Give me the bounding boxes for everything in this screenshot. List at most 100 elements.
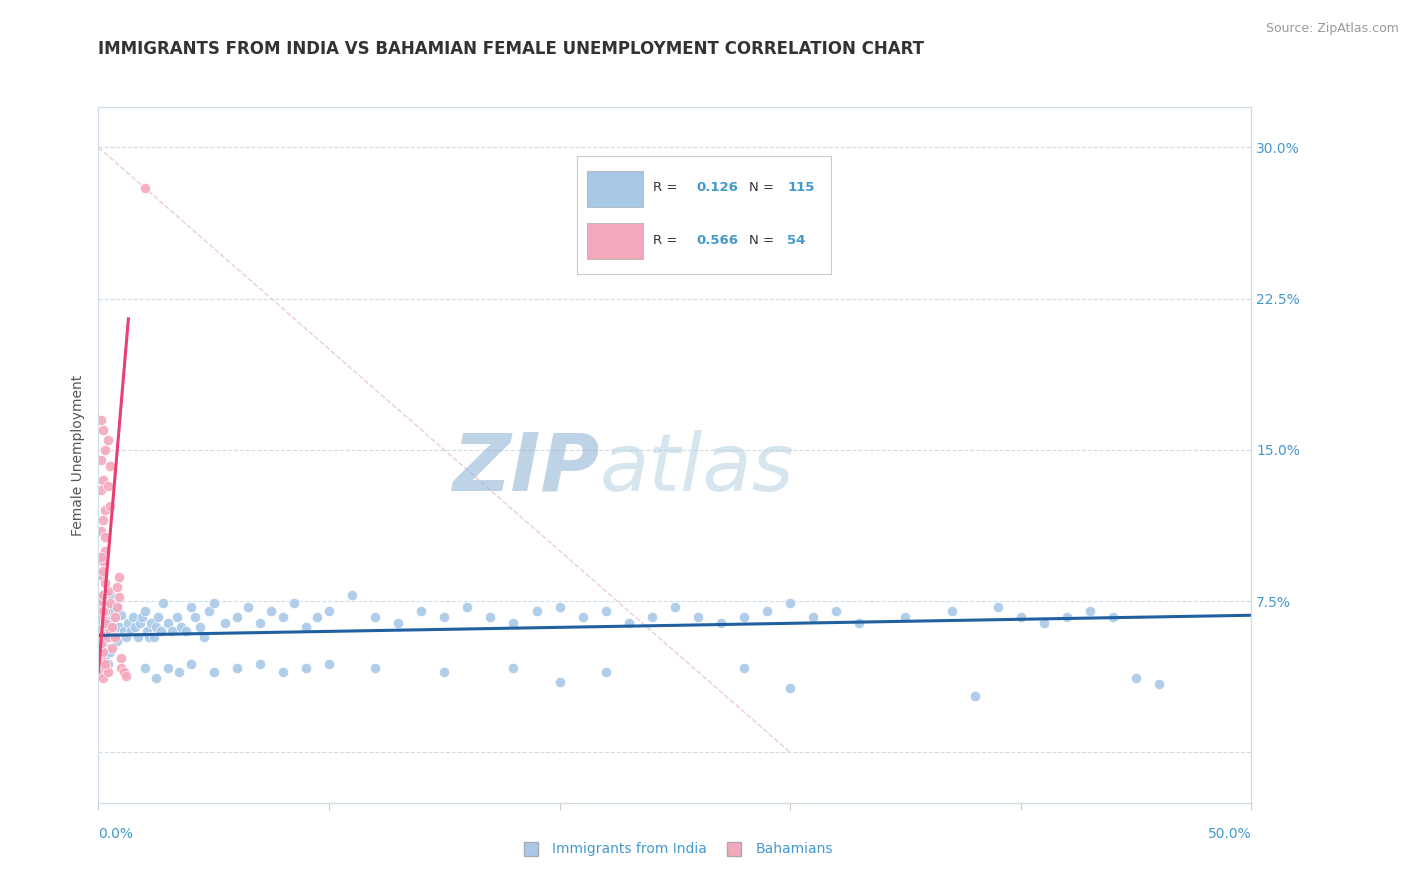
Point [641, 610, 664, 624]
Point [97, 657, 120, 671]
Point [180, 657, 202, 671]
Point [105, 600, 128, 615]
Point [98, 644, 121, 658]
Point [134, 604, 156, 618]
Point [295, 620, 318, 634]
Point [411, 604, 433, 618]
Point [340, 588, 363, 602]
Point [571, 610, 593, 624]
Point [779, 596, 801, 610]
Point [101, 628, 124, 642]
Point [105, 600, 128, 615]
Point [894, 610, 917, 624]
Point [90, 665, 112, 679]
Point [94, 543, 117, 558]
Point [90, 549, 112, 564]
Point [779, 681, 801, 695]
Point [595, 665, 617, 679]
Point [825, 604, 848, 618]
Point [98, 458, 121, 473]
Point [271, 610, 294, 624]
Point [90, 628, 112, 642]
Point [941, 604, 963, 618]
Point [131, 610, 153, 624]
Point [364, 661, 387, 675]
Point [94, 661, 117, 675]
Point [120, 624, 142, 639]
Point [387, 616, 409, 631]
Point [94, 530, 117, 544]
Point [90, 594, 112, 608]
Point [160, 624, 183, 639]
Point [202, 596, 225, 610]
Point [110, 650, 132, 665]
Point [90, 483, 112, 498]
Point [90, 636, 112, 650]
Point [98, 624, 121, 639]
Point [260, 604, 283, 618]
Point [108, 590, 131, 604]
Point [433, 610, 456, 624]
Point [110, 661, 132, 675]
Point [170, 620, 193, 634]
Point [733, 661, 755, 675]
Point [105, 580, 128, 594]
Point [1010, 610, 1032, 624]
Point [135, 624, 157, 639]
Point [1102, 610, 1125, 624]
Point [1125, 671, 1147, 685]
Point [97, 479, 120, 493]
Point [364, 610, 387, 624]
Point [115, 669, 138, 683]
Point [90, 620, 112, 634]
Point [756, 604, 779, 618]
Point [97, 624, 120, 639]
Point [94, 628, 117, 642]
Point [108, 620, 131, 634]
Point [987, 600, 1010, 615]
Point [166, 610, 188, 624]
Point [98, 588, 121, 602]
Text: IMMIGRANTS FROM INDIA VS BAHAMIAN FEMALE UNEMPLOYMENT CORRELATION CHART: IMMIGRANTS FROM INDIA VS BAHAMIAN FEMALE… [98, 40, 924, 58]
Text: ZIP: ZIP [453, 430, 600, 508]
Point [122, 610, 145, 624]
Point [94, 640, 117, 655]
Point [479, 610, 502, 624]
Point [98, 615, 121, 629]
Point [595, 604, 617, 618]
Legend: Immigrants from India, Bahamians: Immigrants from India, Bahamians [512, 837, 838, 862]
Point [112, 624, 135, 639]
Text: Source: ZipAtlas.com: Source: ZipAtlas.com [1265, 22, 1399, 36]
Point [307, 610, 329, 624]
Point [141, 616, 163, 631]
Point [103, 608, 125, 623]
Point [502, 661, 524, 675]
Point [184, 610, 207, 624]
Point [238, 600, 260, 615]
Point [91, 588, 114, 602]
Point [249, 616, 271, 631]
Point [174, 624, 197, 639]
Point [90, 640, 112, 655]
Point [97, 600, 120, 615]
Point [101, 640, 124, 655]
Point [115, 631, 138, 645]
Point [91, 657, 114, 671]
Point [152, 596, 174, 610]
Point [617, 616, 640, 631]
Point [526, 604, 548, 618]
Point [124, 620, 146, 634]
Point [94, 616, 117, 631]
Point [225, 661, 247, 675]
Point [167, 665, 190, 679]
Point [91, 644, 114, 658]
Point [103, 631, 125, 645]
Point [295, 661, 318, 675]
Point [193, 631, 215, 645]
Point [97, 631, 120, 645]
Point [94, 442, 117, 457]
Point [548, 674, 571, 689]
Point [188, 620, 211, 634]
Point [94, 665, 117, 679]
Point [98, 596, 121, 610]
